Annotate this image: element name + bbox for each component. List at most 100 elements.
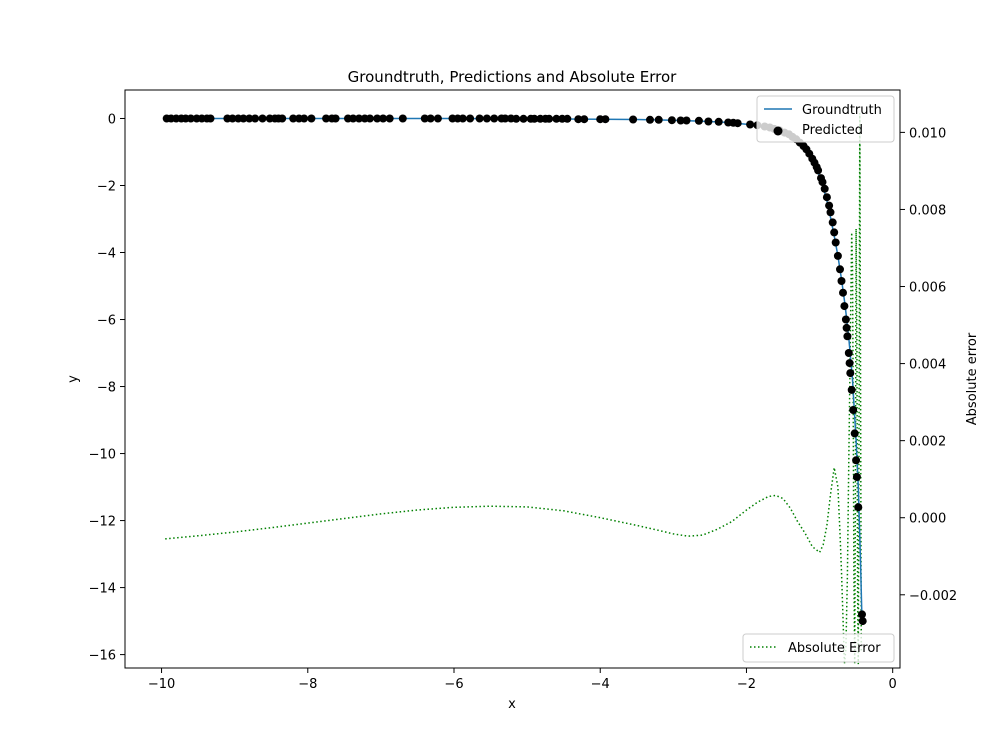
predicted-point [574, 115, 583, 124]
predicted-point [580, 115, 589, 124]
legend-error-label: Absolute Error [788, 641, 881, 656]
chart-title: Groundtruth, Predictions and Absolute Er… [348, 68, 677, 86]
predicted-point [840, 302, 849, 311]
predicted-point [833, 251, 842, 260]
legend-top-box [756, 95, 895, 143]
predicted-point [373, 114, 382, 123]
predicted-point [837, 277, 846, 285]
predicted-point [818, 178, 827, 187]
legend-groundtruth-label: Groundtruth [802, 103, 882, 118]
predicted-point [746, 120, 755, 129]
y-axis-label: y [66, 375, 81, 383]
predicted-point [245, 114, 254, 123]
predicted-point [830, 228, 839, 237]
predicted-point [385, 114, 394, 123]
predicted-point [552, 114, 561, 123]
predicted-point [482, 114, 491, 123]
predicted-point [845, 359, 854, 368]
predicted-point [714, 117, 723, 126]
y-axis-left: 0 −2 −4 −6 −8 −10 −12 −14 −16 [89, 112, 125, 664]
y2-tick-label: 0.002 [909, 435, 946, 450]
y-tick-label: 0 [108, 112, 116, 127]
predicted-point [349, 114, 358, 123]
predicted-point [841, 315, 850, 324]
predicted-point [849, 406, 858, 414]
legend-bottom: Absolute Error [742, 633, 895, 663]
predicted-point [842, 323, 851, 332]
legend-bottom-box [742, 633, 895, 663]
x-tick-label: −2 [737, 677, 756, 692]
predicted-point [629, 115, 638, 124]
y2-tick-label: 0.010 [909, 126, 946, 141]
x-tick-label: −8 [298, 677, 317, 692]
predicted-point [530, 114, 539, 123]
predicted-point [289, 114, 298, 123]
predicted-point [466, 114, 475, 123]
y2-tick-label: 0.004 [909, 358, 946, 373]
predicted-point [563, 114, 572, 123]
predicted-point [331, 114, 340, 123]
x-axis: −10 −8 −6 −4 −2 0 [148, 668, 897, 692]
predicted-point [826, 208, 835, 217]
predicted-point [398, 114, 407, 123]
predicted-point [858, 610, 866, 619]
predicted-point [458, 114, 467, 123]
predicted-point [251, 114, 260, 123]
predicted-point [820, 184, 829, 193]
predicted-point [825, 201, 834, 210]
predicted-point [852, 473, 861, 481]
predicted-point [828, 218, 837, 227]
x-tick-label: −4 [591, 677, 610, 692]
x-tick-label: −10 [148, 677, 175, 692]
y2-tick-label: 0.006 [909, 281, 946, 296]
predicted-point [355, 114, 363, 123]
predicted-point [490, 114, 499, 123]
y2-axis-label: Absolute error [965, 332, 980, 425]
predicted-point [676, 116, 685, 125]
y2-tick-label: 0.008 [909, 203, 946, 218]
predicted-point [228, 114, 237, 123]
predicted-point [646, 115, 654, 124]
predicted-point [379, 114, 388, 123]
predicted-point [847, 385, 856, 394]
y-tick-label: −4 [97, 247, 116, 262]
predicted-point [365, 114, 374, 123]
predicted-point [822, 193, 831, 202]
predicted-point [501, 114, 510, 123]
predicted-point [704, 117, 713, 126]
predicted-point [278, 114, 287, 123]
predicted-point [433, 114, 442, 123]
predicted-point [601, 115, 610, 124]
predicted-point [239, 114, 248, 123]
predicted-point [854, 503, 863, 512]
y-tick-label: −14 [89, 582, 116, 597]
predicted-point [545, 114, 554, 123]
predicted-point [322, 114, 331, 123]
y2-tick-label: −0.002 [909, 589, 957, 604]
x-axis-label: x [508, 697, 516, 712]
predicted-point [519, 114, 528, 123]
y-tick-label: −16 [89, 649, 116, 664]
predicted-point [733, 119, 742, 128]
predicted-point [426, 114, 435, 123]
y-tick-label: −6 [97, 314, 116, 329]
predicted-point [839, 288, 847, 297]
predicted-point [206, 114, 215, 123]
x-tick-label: 0 [889, 677, 897, 692]
predicted-point [475, 114, 484, 123]
x-tick-label: −6 [444, 677, 463, 692]
predicted-point [858, 617, 867, 626]
predicted-point [852, 456, 861, 465]
predicted-point [258, 114, 267, 123]
y-tick-label: −12 [89, 515, 116, 530]
predicted-point [844, 349, 853, 357]
y2-tick-label: 0.000 [909, 512, 946, 527]
y-tick-label: −10 [89, 448, 116, 463]
predicted-point [814, 166, 823, 175]
predicted-point [667, 116, 676, 125]
predicted-point [300, 114, 309, 123]
predicted-point [831, 238, 840, 247]
legend-predicted-label: Predicted [802, 123, 863, 138]
y-axis-right: 0.010 0.008 0.006 0.004 0.002 0.000 −0.002 [900, 126, 957, 604]
